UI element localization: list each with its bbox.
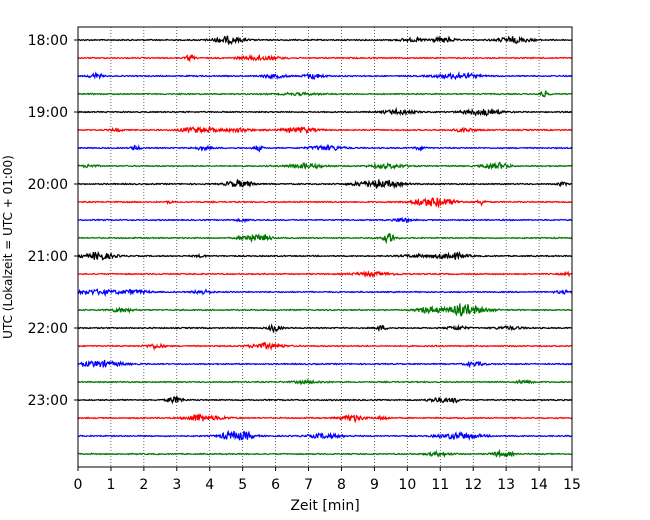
seismic-traces xyxy=(77,35,573,459)
trace-1 xyxy=(77,35,573,46)
trace-18 xyxy=(77,341,573,352)
y-tick-label-19:00: 19:00 xyxy=(28,105,68,121)
y-tick-label-21:00: 21:00 xyxy=(28,249,68,265)
x-tick-label-2: 2 xyxy=(139,477,148,493)
y-tick-label-20:00: 20:00 xyxy=(28,177,68,193)
trace-13 xyxy=(77,250,573,261)
x-tick-label-8: 8 xyxy=(337,477,346,493)
x-tick-label-0: 0 xyxy=(74,477,83,493)
x-tick-label-15: 15 xyxy=(563,477,581,493)
trace-5 xyxy=(77,106,573,117)
x-tick-label-13: 13 xyxy=(497,477,515,493)
trace-7 xyxy=(77,143,573,153)
trace-9 xyxy=(77,179,573,190)
trace-19 xyxy=(77,359,573,369)
trace-24 xyxy=(77,448,573,459)
trace-20 xyxy=(77,378,573,386)
trace-15 xyxy=(77,288,573,298)
x-tick-label-14: 14 xyxy=(530,477,548,493)
trace-3 xyxy=(77,70,573,81)
trace-21 xyxy=(77,394,573,405)
x-tick-label-6: 6 xyxy=(271,477,280,493)
x-tick-label-12: 12 xyxy=(464,477,482,493)
plot-frame xyxy=(77,26,573,468)
x-tick-label-5: 5 xyxy=(238,477,247,493)
trace-12 xyxy=(77,232,573,245)
trace-10 xyxy=(77,196,573,209)
x-tick-label-1: 1 xyxy=(106,477,115,493)
trace-4 xyxy=(77,90,573,98)
y-axis-ticks: 18:00 19:00 20:00 21:00 22:00 23:00 xyxy=(28,33,78,409)
x-axis-ticks: 0 1 2 3 4 5 6 7 8 9 10 11 12 13 14 15 xyxy=(74,467,581,493)
trace-6 xyxy=(77,126,573,135)
trace-11 xyxy=(77,216,573,224)
trace-2 xyxy=(77,53,573,63)
trace-16 xyxy=(77,303,573,317)
y-tick-label-18:00: 18:00 xyxy=(28,33,68,49)
trace-8 xyxy=(77,161,573,171)
y-tick-label-22:00: 22:00 xyxy=(28,321,68,337)
x-tick-label-10: 10 xyxy=(398,477,416,493)
x-tick-label-11: 11 xyxy=(431,477,449,493)
trace-17 xyxy=(77,323,573,334)
x-tick-label-4: 4 xyxy=(205,477,214,493)
trace-22 xyxy=(77,413,573,424)
vertical-grid-lines xyxy=(110,27,540,467)
x-tick-label-7: 7 xyxy=(304,477,313,493)
x-tick-label-9: 9 xyxy=(370,477,379,493)
x-tick-label-3: 3 xyxy=(172,477,181,493)
trace-23 xyxy=(77,429,573,441)
trace-14 xyxy=(77,270,573,279)
y-axis-label: UTC (Lokalzeit = UTC + 01:00) xyxy=(1,155,15,339)
x-axis-label: Zeit [min] xyxy=(290,498,359,514)
y-tick-label-23:00: 23:00 xyxy=(28,393,68,409)
